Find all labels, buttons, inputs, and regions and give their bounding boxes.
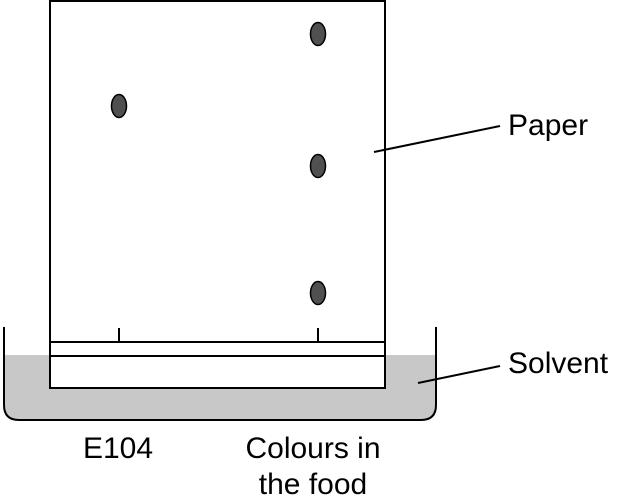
sample-label-food-line2: the food — [259, 468, 367, 500]
solvent-leader-line — [417, 365, 501, 384]
spot-food-bottom — [309, 280, 327, 306]
chromatography-paper — [49, 0, 386, 389]
beaker-outline — [3, 327, 437, 421]
sample-label-e104: E104 — [83, 432, 153, 465]
spot-e104 — [110, 93, 128, 119]
paper-label: Paper — [508, 109, 588, 142]
spot-food-middle — [309, 153, 327, 179]
paper-leader-line — [373, 125, 501, 153]
sample-label-food-line1: Colours in — [245, 432, 380, 465]
solvent-label: Solvent — [508, 347, 609, 380]
spot-food-top — [309, 21, 327, 47]
